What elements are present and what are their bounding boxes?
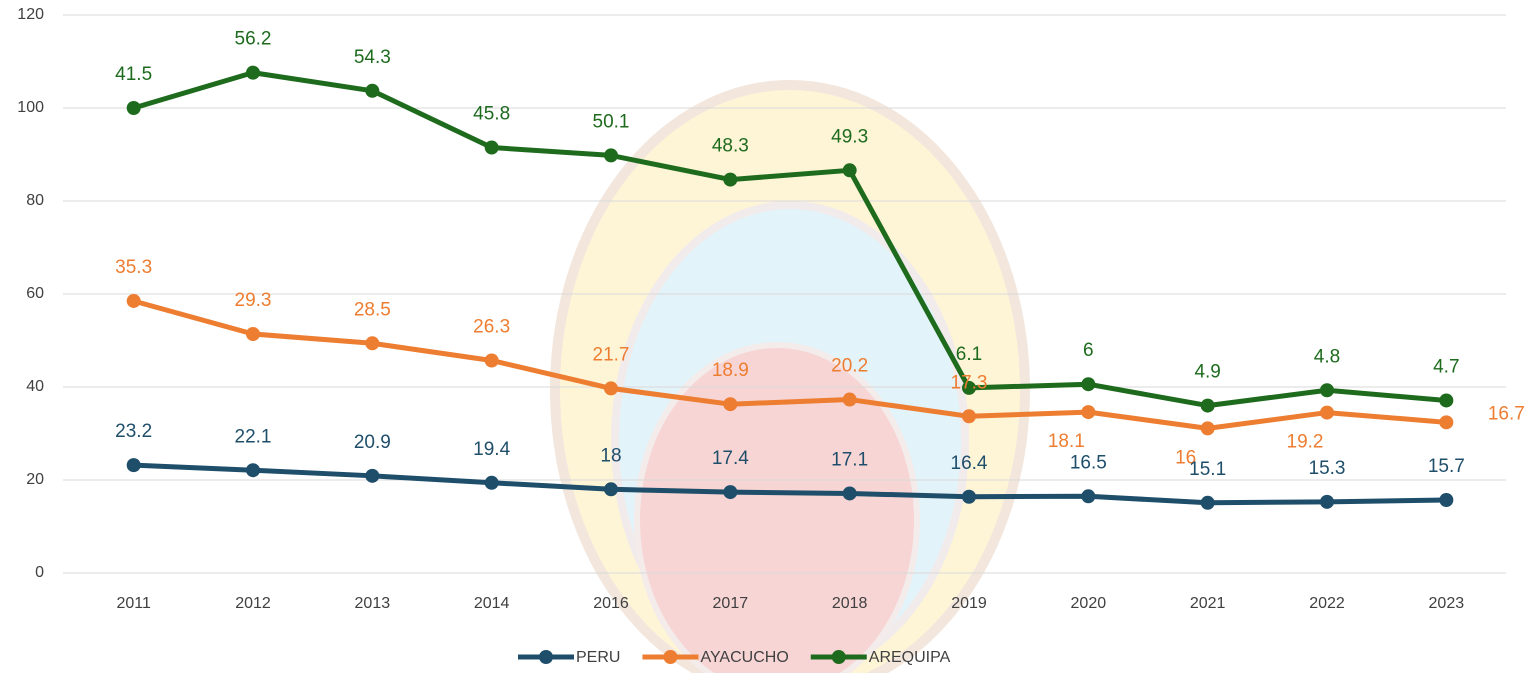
data-label: 49.3 — [831, 126, 868, 147]
x-tick-label: 2018 — [832, 595, 868, 612]
data-label: 6 — [1083, 340, 1094, 361]
y-tick-label: 120 — [17, 6, 44, 23]
x-tick-label: 2021 — [1190, 595, 1226, 612]
data-label: 18.9 — [712, 360, 749, 381]
data-label: 18.1 — [1048, 431, 1085, 452]
data-label: 20.9 — [354, 432, 391, 453]
data-point — [604, 148, 618, 162]
data-label: 4.7 — [1433, 357, 1459, 378]
x-tick-label: 2011 — [116, 595, 151, 612]
data-point — [127, 101, 141, 115]
data-point — [723, 397, 737, 411]
x-tick-label: 2019 — [951, 595, 987, 612]
data-label: 50.1 — [593, 111, 630, 132]
data-label: 16.5 — [1070, 452, 1107, 473]
data-point — [843, 486, 857, 500]
x-tick-label: 2013 — [355, 595, 391, 612]
data-point — [1439, 415, 1453, 429]
data-point — [365, 469, 379, 483]
data-point — [127, 458, 141, 472]
data-point — [1439, 493, 1453, 507]
data-point — [604, 482, 618, 496]
data-point — [1081, 405, 1095, 419]
y-tick-label: 40 — [26, 378, 44, 395]
data-label: 15.7 — [1428, 456, 1465, 477]
x-tick-label: 2022 — [1309, 595, 1345, 612]
x-tick-label: 2017 — [713, 595, 749, 612]
data-point — [723, 485, 737, 499]
data-point — [1320, 406, 1334, 420]
legend-marker — [539, 650, 553, 664]
data-point — [1320, 383, 1334, 397]
y-tick-label: 60 — [26, 285, 44, 302]
data-label: 26.3 — [473, 317, 510, 338]
x-tick-label: 2014 — [474, 595, 510, 612]
data-point — [485, 476, 499, 490]
legend-marker — [663, 650, 677, 664]
data-label: 19.2 — [1287, 432, 1324, 453]
data-point — [1201, 421, 1215, 435]
data-point — [485, 141, 499, 155]
data-point — [365, 84, 379, 98]
data-point — [1081, 377, 1095, 391]
x-tick-label: 2023 — [1429, 595, 1465, 612]
data-label: 41.5 — [115, 64, 152, 85]
y-tick-label: 100 — [17, 99, 44, 116]
x-tick-label: 2020 — [1071, 595, 1107, 612]
data-point — [1081, 489, 1095, 503]
data-point — [962, 490, 976, 504]
chart: 0 20 40 60 80 100 120 2011 2012 2013 2014 2016 2017 2… — [0, 0, 1531, 673]
data-label: 4.8 — [1314, 346, 1340, 367]
data-label: 21.7 — [593, 344, 630, 365]
data-label: 48.3 — [712, 136, 749, 157]
y-tick-label: 20 — [26, 471, 44, 488]
data-point — [843, 393, 857, 407]
data-label: 6.1 — [956, 344, 982, 365]
data-point — [723, 173, 737, 187]
data-label: 15.1 — [1189, 459, 1226, 480]
data-label: 18 — [600, 445, 621, 466]
data-label: 16.7 — [1488, 403, 1525, 424]
y-tick-label: 0 — [35, 564, 44, 581]
data-label: 56.2 — [235, 29, 272, 50]
data-point — [604, 381, 618, 395]
data-label: 4.9 — [1194, 362, 1220, 383]
data-label: 17.4 — [712, 448, 749, 469]
data-label: 29.3 — [235, 290, 272, 311]
data-point — [1439, 393, 1453, 407]
data-label: 35.3 — [115, 257, 152, 278]
data-label: 45.8 — [473, 104, 510, 125]
y-tick-label: 80 — [26, 192, 44, 209]
data-point — [246, 66, 260, 80]
data-label: 20.2 — [831, 356, 868, 377]
legend-marker — [832, 650, 846, 664]
data-label: 54.3 — [354, 47, 391, 68]
data-point — [1320, 495, 1334, 509]
data-point — [1201, 496, 1215, 510]
data-point — [365, 336, 379, 350]
data-point — [962, 409, 976, 423]
x-tick-label: 2012 — [235, 595, 271, 612]
x-tick-label: 2016 — [593, 595, 629, 612]
legend-label: AYACUCHO — [700, 649, 788, 666]
legend-label: AREQUIPA — [869, 649, 951, 666]
data-label: 16.4 — [951, 453, 988, 474]
data-point — [1201, 399, 1215, 413]
data-label: 23.2 — [115, 421, 152, 442]
data-label: 19.4 — [473, 439, 510, 460]
data-point — [127, 294, 141, 308]
data-point — [246, 463, 260, 477]
data-point — [485, 353, 499, 367]
data-label: 17.1 — [831, 450, 868, 471]
data-label: 17.3 — [951, 372, 988, 393]
data-point — [246, 327, 260, 341]
data-label: 15.3 — [1309, 458, 1346, 479]
data-point — [843, 163, 857, 177]
data-label: 22.1 — [235, 426, 272, 447]
data-label: 28.5 — [354, 299, 391, 320]
legend-label: PERU — [576, 649, 620, 666]
